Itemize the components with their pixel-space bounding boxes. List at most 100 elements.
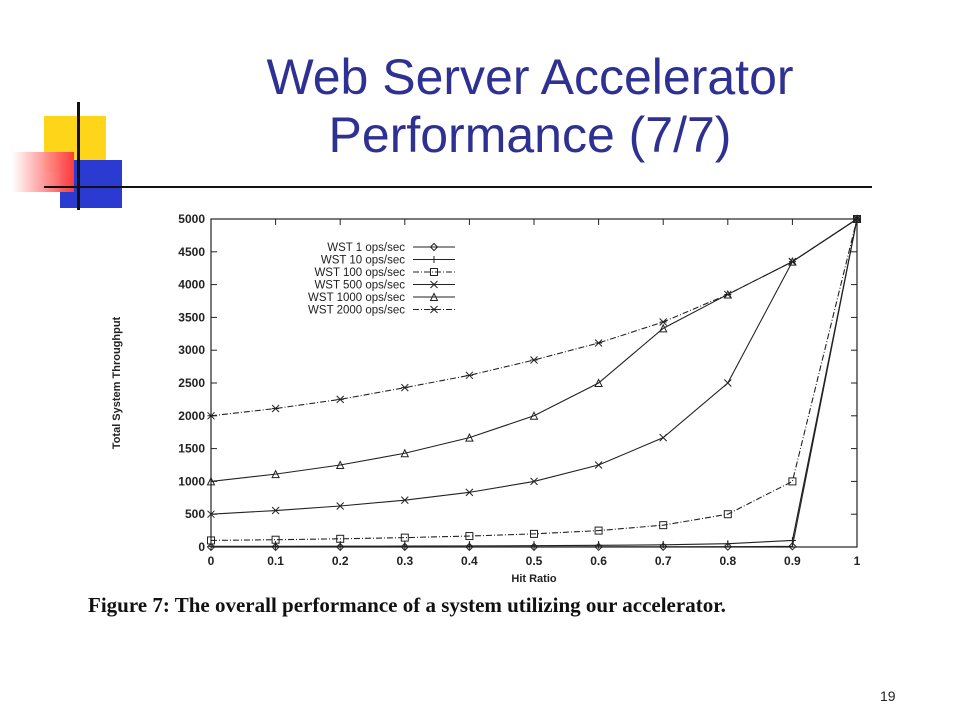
data-point xyxy=(207,510,215,519)
slide-title-line2: Performance (7/7) xyxy=(328,107,732,163)
data-point xyxy=(400,496,409,505)
data-point xyxy=(853,215,861,223)
x-tick-label: 0.8 xyxy=(719,554,736,568)
data-point xyxy=(336,534,345,543)
y-tick-label: 500 xyxy=(185,507,205,521)
legend-marker xyxy=(429,292,439,301)
data-point xyxy=(400,448,410,458)
legend-marker xyxy=(429,242,439,252)
y-tick-label: 1500 xyxy=(178,442,205,456)
data-point xyxy=(530,477,538,486)
x-axis-label: Hit Ratio xyxy=(511,573,557,585)
data-point xyxy=(207,411,215,420)
data-point xyxy=(401,542,409,550)
x-tick-label: 0.7 xyxy=(655,554,672,568)
data-point xyxy=(530,529,538,538)
axis-ticks: 0 0.1 0.2 0.3 0.4 0.5 0.6 0.7 0.8 0.9 1 0 500 1000 150… xyxy=(178,212,860,568)
data-point xyxy=(788,257,797,266)
series-4 xyxy=(207,215,861,519)
data-point xyxy=(659,318,668,326)
x-tick-label: 0.1 xyxy=(267,554,284,568)
x-tick-label: 0.9 xyxy=(784,554,801,568)
data-point xyxy=(336,502,345,510)
data-point xyxy=(530,356,538,364)
data-point xyxy=(723,290,732,299)
series-1 xyxy=(206,214,862,552)
y-tick-label: 5000 xyxy=(178,212,205,226)
data-point xyxy=(335,460,345,469)
x-tick-label: 0.3 xyxy=(396,554,413,568)
data-point xyxy=(336,395,345,404)
series-group xyxy=(206,214,862,552)
data-point xyxy=(271,506,280,515)
data-point xyxy=(272,542,280,550)
data-point xyxy=(271,535,280,544)
data-point xyxy=(207,536,215,545)
legend-label: WST 2000 ops/sec xyxy=(308,305,405,317)
y-tick-label: 2500 xyxy=(178,376,205,390)
data-point xyxy=(594,526,603,535)
data-point xyxy=(271,469,280,479)
data-point xyxy=(465,542,473,550)
x-tick-label: 0.2 xyxy=(332,554,349,568)
legend-marker xyxy=(430,280,438,289)
legend-marker xyxy=(430,268,438,276)
x-tick-label: 1 xyxy=(854,554,861,568)
data-point xyxy=(206,476,216,486)
y-tick-label: 1000 xyxy=(178,474,205,488)
y-tick-label: 3000 xyxy=(178,343,205,357)
legend-label: WST 500 ops/sec xyxy=(314,280,405,292)
data-point xyxy=(659,433,668,442)
data-point xyxy=(595,541,603,549)
decor-red-square xyxy=(12,152,74,192)
slide-number: 19 xyxy=(880,688,896,704)
legend-label: WST 10 ops/sec xyxy=(321,255,405,267)
y-tick-label: 4500 xyxy=(178,245,205,259)
figure-caption: Figure 7: The overall performance of a s… xyxy=(88,593,726,617)
legend-label: WST 1 ops/sec xyxy=(327,242,405,254)
series-line xyxy=(210,218,858,417)
series-line xyxy=(210,218,858,541)
series-5 xyxy=(206,214,862,486)
legend-label: WST 1000 ops/sec xyxy=(308,292,405,304)
decor-vertical-line xyxy=(77,102,80,210)
legend-label: WST 100 ops/sec xyxy=(314,267,405,279)
data-point xyxy=(788,477,797,486)
data-point xyxy=(659,541,667,549)
data-point xyxy=(530,542,538,550)
x-tick-label: 0 xyxy=(208,554,215,568)
decor-horizontal-line xyxy=(44,186,872,188)
data-point xyxy=(594,461,603,469)
data-point xyxy=(594,378,603,387)
data-point xyxy=(788,542,797,551)
y-tick-label: 3500 xyxy=(178,310,205,324)
data-point xyxy=(465,532,474,541)
x-tick-label: 0.4 xyxy=(461,554,478,568)
data-point xyxy=(659,521,668,530)
data-point xyxy=(336,542,344,550)
data-point xyxy=(271,404,280,413)
series-6 xyxy=(207,215,861,420)
slide-title-line1: Web Server Accelerator xyxy=(266,49,794,105)
data-point xyxy=(400,383,409,392)
data-point xyxy=(658,542,668,551)
data-point xyxy=(465,371,474,380)
data-point xyxy=(788,536,796,544)
data-point xyxy=(400,533,409,542)
data-point xyxy=(465,433,474,442)
y-tick-label: 4000 xyxy=(178,278,205,292)
data-point xyxy=(594,339,603,347)
data-point xyxy=(723,379,732,387)
data-point xyxy=(206,542,216,552)
y-axis-label: Total System Throughput xyxy=(111,316,123,449)
x-tick-label: 0.6 xyxy=(590,554,607,568)
series-line xyxy=(210,218,858,482)
data-point xyxy=(529,411,539,420)
legend-marker xyxy=(430,256,438,263)
series-3 xyxy=(207,215,861,545)
data-point xyxy=(723,542,733,551)
x-tick-label: 0.5 xyxy=(526,554,543,568)
data-point xyxy=(723,510,732,519)
legend-marker xyxy=(430,305,438,314)
